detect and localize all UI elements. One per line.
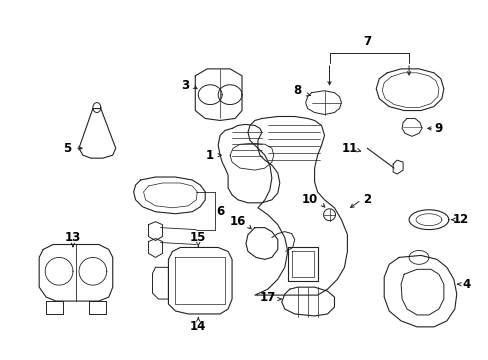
Text: 15: 15 — [190, 231, 206, 244]
Text: 10: 10 — [301, 193, 317, 206]
Text: 11: 11 — [341, 142, 357, 155]
Text: 5: 5 — [63, 142, 71, 155]
Text: 13: 13 — [65, 231, 81, 244]
Text: 6: 6 — [216, 205, 224, 218]
Text: 16: 16 — [229, 215, 246, 228]
Text: 8: 8 — [293, 84, 301, 97]
Text: 7: 7 — [363, 35, 370, 48]
Text: 17: 17 — [259, 291, 275, 303]
Text: 2: 2 — [363, 193, 370, 206]
Text: 12: 12 — [452, 213, 468, 226]
Text: 4: 4 — [462, 278, 470, 291]
Text: 14: 14 — [190, 320, 206, 333]
Text: 1: 1 — [206, 149, 214, 162]
Text: 9: 9 — [434, 122, 442, 135]
Text: 3: 3 — [181, 79, 189, 92]
